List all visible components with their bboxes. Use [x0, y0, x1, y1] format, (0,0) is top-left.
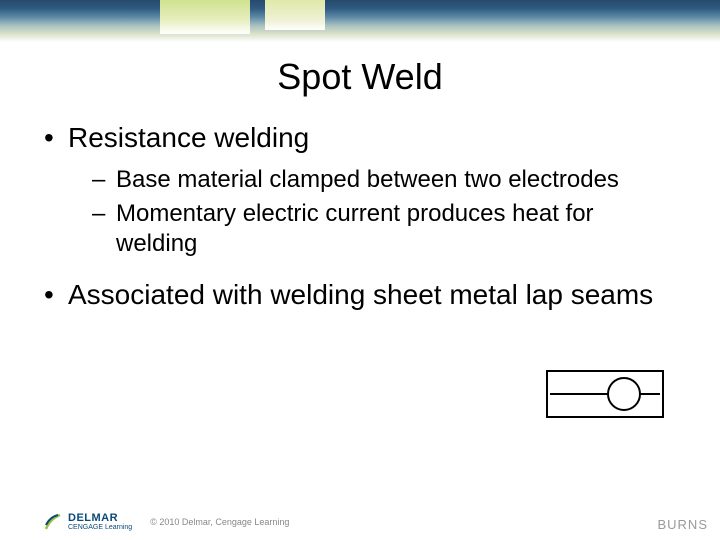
slide-title: Spot Weld [0, 56, 720, 98]
bullet-l2-momentary: Momentary electric current produces heat… [44, 199, 676, 259]
footer: DELMAR CENGAGE Learning © 2010 Delmar, C… [0, 504, 720, 540]
slide-content: Resistance welding Base material clamped… [0, 120, 720, 312]
logo-delmar-text: DELMAR [68, 513, 132, 524]
symbol-circle [608, 378, 640, 410]
bullet-l1-resistance: Resistance welding [44, 120, 676, 155]
bullet-l1-associated: Associated with welding sheet metal lap … [44, 277, 676, 312]
top-banner [0, 0, 720, 42]
bullet-l2-base-material: Base material clamped between two electr… [44, 165, 676, 195]
spot-weld-symbol [546, 370, 664, 418]
author-name: BURNS [657, 517, 708, 532]
logo-text: DELMAR CENGAGE Learning [68, 513, 132, 531]
bullet-group-1: Resistance welding Base material clamped… [44, 120, 676, 259]
delmar-logo: DELMAR CENGAGE Learning [44, 513, 132, 531]
logo-cengage-text: CENGAGE Learning [68, 524, 132, 531]
logo-mark-icon [44, 513, 62, 531]
copyright-text: © 2010 Delmar, Cengage Learning [150, 517, 289, 527]
